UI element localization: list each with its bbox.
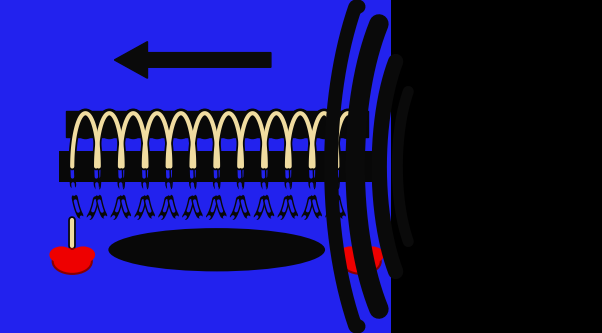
Ellipse shape [49,246,73,263]
Ellipse shape [217,109,240,139]
Ellipse shape [241,109,264,139]
Polygon shape [114,42,271,78]
Ellipse shape [289,109,312,139]
Ellipse shape [53,249,92,274]
Bar [59,151,374,182]
Ellipse shape [71,246,95,263]
Ellipse shape [338,246,362,263]
Ellipse shape [342,249,380,274]
Ellipse shape [108,228,325,271]
Ellipse shape [337,109,359,139]
Ellipse shape [265,109,288,139]
Ellipse shape [146,109,169,139]
Ellipse shape [360,246,384,263]
Ellipse shape [98,109,120,139]
Ellipse shape [313,109,335,139]
Ellipse shape [193,109,216,139]
Ellipse shape [122,109,144,139]
Ellipse shape [170,109,192,139]
Bar [0,0,391,333]
Ellipse shape [74,109,97,139]
